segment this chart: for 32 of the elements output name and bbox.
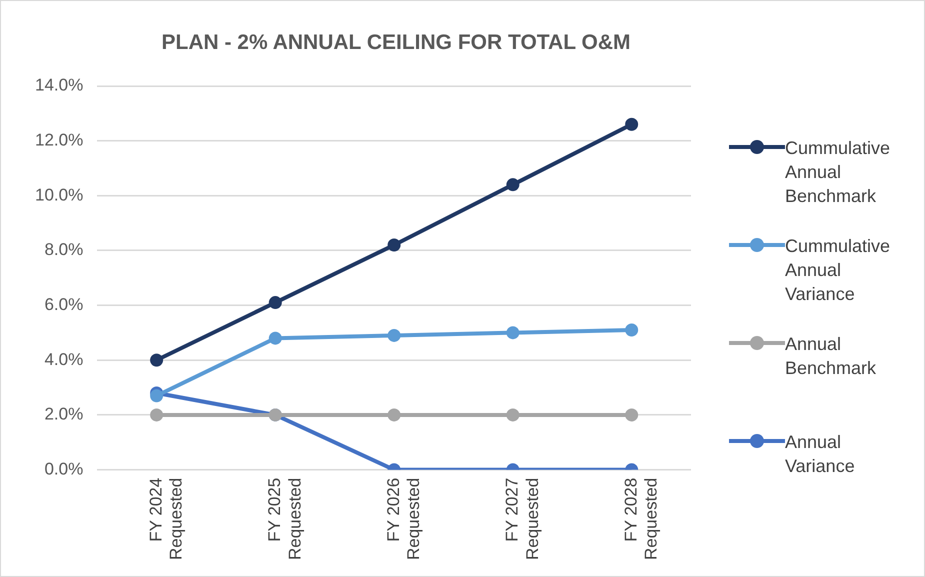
point xyxy=(625,323,638,336)
y-tick-label: 4.0% xyxy=(44,350,84,369)
x-tick-label: FY 2024 Requested xyxy=(146,478,186,560)
y-tick-label: 2.0% xyxy=(44,404,84,424)
point xyxy=(150,389,164,402)
point xyxy=(268,296,282,310)
point xyxy=(150,354,164,367)
y-tick-label: 8.0% xyxy=(44,240,84,260)
legend-label: Cummulative Annual Benchmark xyxy=(785,137,892,208)
chart-title: PLAN - 2% ANNUAL CEILING FOR TOTAL O&M xyxy=(160,31,632,55)
point xyxy=(268,332,282,345)
point xyxy=(150,408,164,422)
x-tick-label: FY 2028 Requested xyxy=(621,478,661,560)
y-tick-label: 0.0% xyxy=(44,459,84,478)
y-tick-label: 10.0% xyxy=(35,185,84,204)
point xyxy=(388,408,401,422)
x-tick-label: FY 2027 Requested xyxy=(502,478,542,560)
x-tick-label: FY 2025 Requested xyxy=(265,478,304,560)
y-tick-label: 12.0% xyxy=(35,130,84,150)
point xyxy=(506,178,520,192)
point xyxy=(625,118,638,131)
point xyxy=(506,408,520,422)
y-tick-label: 14.0% xyxy=(35,76,84,95)
point xyxy=(625,408,638,422)
y-tick-label: 6.0% xyxy=(44,294,84,314)
legend-label: Cummulative Annual Variance xyxy=(785,235,892,306)
point xyxy=(388,238,401,252)
legend-label: Annual Benchmark xyxy=(785,333,878,380)
x-tick-label: FY 2026 Requested xyxy=(384,478,424,560)
legend-label: Annual Variance xyxy=(785,431,856,478)
point xyxy=(388,328,401,342)
point xyxy=(506,326,520,340)
